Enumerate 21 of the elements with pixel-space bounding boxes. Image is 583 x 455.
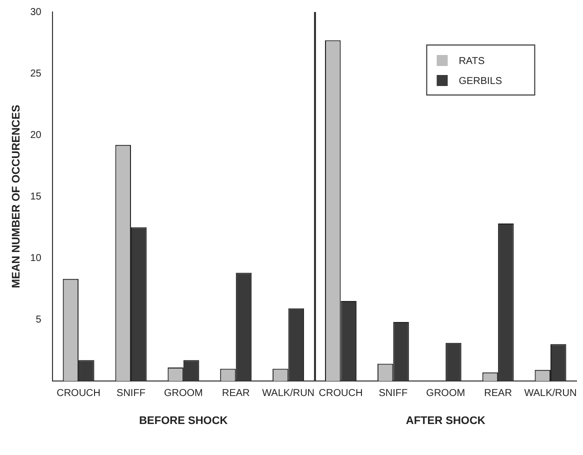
legend-label: RATS <box>458 56 485 67</box>
x-tick-label: SNIFF <box>116 388 146 399</box>
x-tick-label: WALK/RUN <box>262 388 315 399</box>
x-tick-label: CROUCH <box>318 388 363 399</box>
text: BEFORE SHOCK <box>139 415 228 428</box>
x-tick-label: GROOM <box>164 388 203 399</box>
text: AFTER SHOCK <box>406 415 486 428</box>
x-tick-label: GROOM <box>426 388 466 399</box>
y-tick-label: 25 <box>30 68 42 80</box>
y-tick-label: 20 <box>30 130 42 141</box>
legend-label: GERBILS <box>458 76 502 87</box>
y-tick-label: 5 <box>36 314 42 326</box>
x-tick-label: REAR <box>222 388 250 399</box>
y-tick-label: 15 <box>30 191 42 202</box>
x-tick-label: REAR <box>484 388 512 399</box>
y-axis-title: MEAN NUMBER OF OCCURENCES <box>10 104 23 288</box>
x-tick-label: WALK/RUN <box>524 388 577 399</box>
x-tick-label: CROUCH <box>56 388 100 399</box>
y-tick-label: 10 <box>30 252 42 264</box>
x-tick-label: SNIFF <box>378 388 408 399</box>
y-tick-label: 30 <box>30 6 42 18</box>
